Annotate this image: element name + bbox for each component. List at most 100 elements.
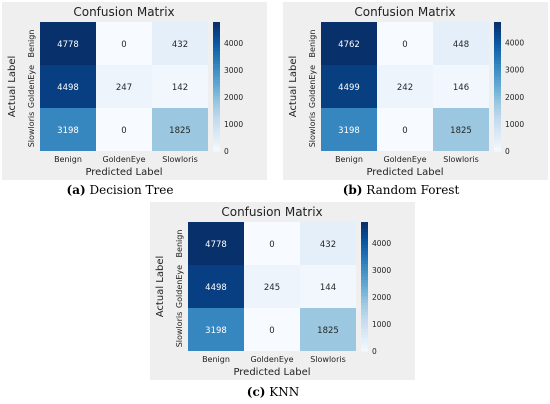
- colorbar-segment: [213, 73, 220, 78]
- caption-text: Random Forest: [366, 183, 460, 197]
- cell-value-label: 1825: [450, 126, 472, 136]
- colorbar-segment: [361, 299, 368, 304]
- colorbar-segment: [494, 138, 501, 142]
- colorbar-segment: [213, 41, 220, 46]
- colorbar-segment: [494, 60, 501, 65]
- colorbar-segment: [494, 109, 501, 113]
- cell-value-label: 146: [453, 83, 469, 93]
- cell-value-label: 1825: [317, 326, 339, 336]
- colorbar-segment: [361, 305, 368, 310]
- cell-value-label: 3198: [205, 326, 227, 336]
- colorbar-tick-label: 3000: [224, 66, 243, 75]
- cell-value-label: 0: [269, 326, 274, 336]
- colorbar-segment: [213, 76, 220, 81]
- colorbar-segment: [494, 96, 501, 100]
- heatmap-cell: [377, 65, 433, 108]
- y-tick-label: Slowloris: [308, 112, 317, 148]
- colorbar-tick-label: 0: [224, 147, 229, 156]
- y-tick-label: Benign: [308, 30, 317, 58]
- heatmap-cell: [321, 65, 377, 108]
- heatmap-cell: [152, 108, 208, 151]
- caption-letter: (b): [342, 183, 363, 197]
- heatmap-cell: [152, 22, 208, 65]
- cell-value-label: 432: [172, 40, 188, 50]
- colorbar-segment: [361, 286, 368, 291]
- caption-text: Decision Tree: [89, 183, 174, 197]
- confusion-matrix-knn: Confusion Matrix 4778 0 432 4498 245 144 3198 0 1…: [150, 202, 415, 380]
- colorbar-segment: [361, 280, 368, 284]
- colorbar-segment: [494, 147, 501, 152]
- confusion-matrix-random-forest: Confusion Matrix 4762 0 448 4499 242 146 3198 0 1…: [283, 2, 548, 180]
- heatmap-cell: [244, 308, 300, 351]
- colorbar-segment: [213, 25, 220, 30]
- y-axis-label: Actual Label: [7, 56, 18, 117]
- y-tick-label: GoldenEye: [175, 265, 184, 308]
- colorbar-segment: [361, 309, 368, 313]
- colorbar-tick-label: 1000: [372, 320, 391, 329]
- colorbar: 0 1000 2000 3000 4000: [494, 22, 524, 156]
- colorbar-segment: [361, 234, 368, 239]
- colorbar-segment: [494, 118, 501, 123]
- colorbar-segment: [361, 222, 368, 226]
- cell-value-label: 4778: [57, 40, 79, 50]
- colorbar-segment: [494, 70, 501, 75]
- colorbar-segment: [361, 315, 368, 320]
- colorbar-segment: [213, 60, 220, 65]
- colorbar-segment: [213, 115, 220, 120]
- heatmap-cell: [188, 265, 244, 308]
- heatmap-cell: [321, 108, 377, 151]
- colorbar-segment: [361, 289, 368, 294]
- cell-value-label: 4499: [338, 83, 360, 93]
- colorbar-segment: [494, 102, 501, 107]
- heatmap-cell: [188, 308, 244, 351]
- colorbar-segment: [213, 105, 220, 110]
- colorbar-segment: [213, 54, 220, 59]
- colorbar-tick-label: 2000: [505, 93, 524, 102]
- colorbar-segment: [494, 89, 501, 94]
- colorbar-segment: [213, 138, 220, 142]
- cell-value-label: 144: [320, 283, 336, 293]
- colorbar-segment: [213, 31, 220, 36]
- colorbar-segment: [213, 83, 220, 88]
- colorbar-segment: [494, 141, 501, 146]
- y-tick-label: Benign: [175, 230, 184, 258]
- colorbar-segment: [494, 63, 501, 68]
- colorbar-tick-label: 4000: [505, 39, 524, 48]
- y-tick-label: Benign: [27, 30, 36, 58]
- x-axis-label: Predicted Label: [85, 167, 162, 178]
- colorbar-segment: [361, 302, 368, 307]
- heatmap-svg: Confusion Matrix 4778 0 432 4498 245 144 3198 0 1…: [150, 202, 415, 380]
- heatmap-cell: [300, 265, 356, 308]
- x-tick-label: Slowloris: [310, 355, 346, 364]
- cell-value-label: 1825: [169, 126, 191, 136]
- colorbar-segment: [213, 38, 220, 42]
- colorbar-segment: [213, 96, 220, 100]
- colorbar-segment: [494, 80, 501, 84]
- heatmap-cell: [377, 108, 433, 151]
- colorbar-segment: [361, 334, 368, 339]
- cell-value-label: 247: [116, 83, 132, 93]
- colorbar-segment: [361, 276, 368, 281]
- colorbar-tick-label: 0: [505, 147, 510, 156]
- colorbar-tick-label: 3000: [505, 66, 524, 75]
- colorbar-segment: [361, 241, 368, 246]
- colorbar-segment: [361, 231, 368, 236]
- colorbar-segment: [494, 134, 501, 139]
- colorbar-segment: [213, 109, 220, 113]
- colorbar-segment: [213, 44, 220, 49]
- colorbar-segment: [494, 44, 501, 49]
- caption-letter: (a): [66, 183, 86, 197]
- colorbar-tick-label: 2000: [372, 293, 391, 302]
- colorbar-segment: [361, 267, 368, 271]
- colorbar-segment: [494, 105, 501, 110]
- heatmap-cell: [433, 108, 489, 151]
- cell-value-label: 242: [397, 83, 413, 93]
- colorbar-segment: [213, 112, 220, 117]
- colorbar-segment: [361, 296, 368, 300]
- caption-text: KNN: [269, 385, 300, 399]
- colorbar-segment: [213, 80, 220, 84]
- colorbar-segment: [213, 86, 220, 91]
- chart-title: Confusion Matrix: [354, 5, 455, 19]
- colorbar-segment: [213, 51, 220, 55]
- cell-value-label: 4498: [205, 283, 227, 293]
